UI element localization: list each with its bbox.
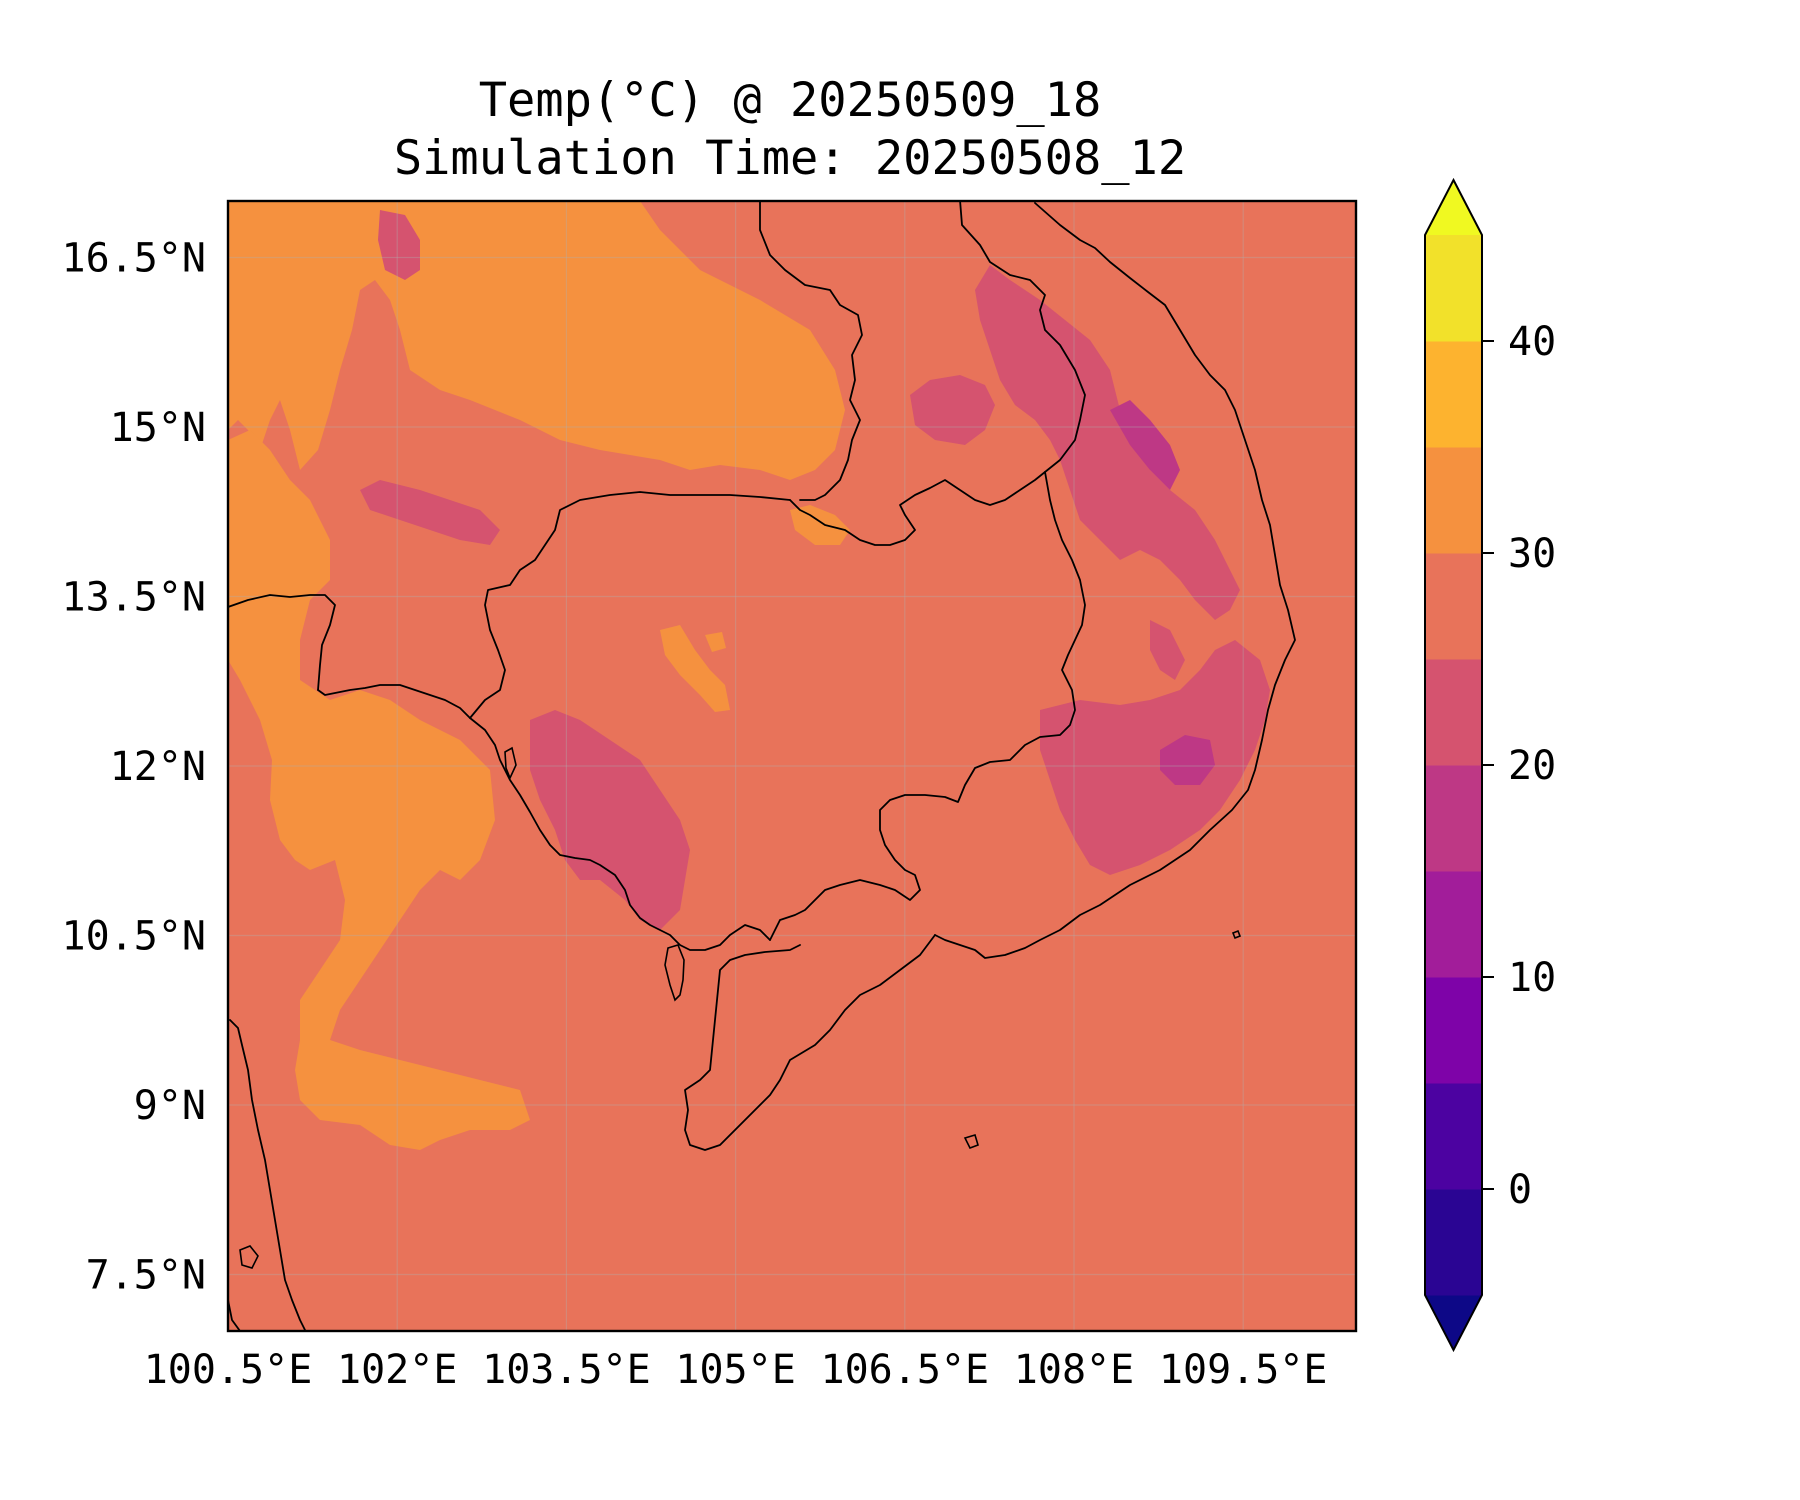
x-tick-label: 105°E — [675, 1347, 795, 1393]
cool-region-northwest-peak — [378, 210, 420, 280]
colorbar-segment — [1425, 659, 1482, 766]
border-myanmar-thailand — [228, 594, 336, 691]
border-laos-vietnam — [959, 201, 1086, 473]
warm-region-north — [228, 201, 845, 480]
colorbar-segment — [1425, 871, 1482, 978]
border-laos-cambodia — [789, 471, 1046, 546]
colorbar: 0 10 20 30 40 — [1424, 177, 1556, 1353]
cool-region-vietnam-highlands-north — [975, 265, 1240, 620]
border-thailand-laos — [759, 201, 863, 501]
island-con-son — [963, 1134, 979, 1150]
colorbar-tick-label: 40 — [1508, 319, 1556, 365]
colorbar-segment — [1425, 765, 1482, 872]
y-tick-label: 13.5°N — [62, 575, 207, 621]
cold-pocket-vietnam-north — [1110, 400, 1180, 490]
temperature-fill-layer — [228, 201, 1270, 1150]
island-spratly — [1231, 929, 1242, 940]
island-koh-kong — [504, 746, 517, 781]
border-layer — [228, 201, 1086, 941]
coastline-peninsula-west — [228, 1299, 241, 1331]
colorbar-extend-high — [1425, 180, 1482, 235]
border-thailand-cambodia — [469, 491, 791, 719]
cool-region-laos-east — [910, 375, 995, 445]
colorbar-extend-low — [1425, 1295, 1482, 1350]
coastline-vietnam — [934, 202, 1296, 959]
colorbar-segment — [1425, 977, 1482, 1084]
gridlines — [228, 201, 1356, 1331]
island-phu-quoc — [664, 944, 685, 1002]
warm-patch-small-1 — [705, 632, 726, 652]
y-tick-label: 12°N — [110, 744, 206, 790]
y-tick-label: 10.5°N — [62, 914, 207, 960]
y-tick-label: 15°N — [110, 405, 206, 451]
island-samui — [239, 1245, 259, 1269]
x-tick-label: 103.5°E — [482, 1347, 651, 1393]
coastline-peninsula — [229, 1019, 306, 1331]
colorbar-segment — [1425, 553, 1482, 660]
y-tick-label: 9°N — [134, 1083, 206, 1129]
x-tick-label: 100.5°E — [144, 1347, 313, 1393]
cool-region-vietnam-central-highlands — [1040, 640, 1270, 875]
cold-pocket-vietnam-south — [1160, 735, 1215, 785]
figure-title-line-2: Simulation Time: 20250508_12 — [394, 131, 1186, 186]
colorbar-tick-label: 30 — [1508, 531, 1556, 577]
x-tick-label: 109.5°E — [1159, 1347, 1328, 1393]
x-axis-tick-labels: 100.5°E 102°E 103.5°E 105°E 106.5°E 108°E 109.… — [144, 1347, 1328, 1393]
warm-patch-south-laos — [790, 505, 850, 545]
coastline-mekong-delta — [684, 934, 936, 1151]
x-tick-label: 106.5°E — [821, 1347, 990, 1393]
colorbar-outline — [1424, 177, 1483, 1353]
x-tick-label: 102°E — [337, 1347, 457, 1393]
colorbar-segment — [1425, 341, 1482, 448]
y-tick-label: 16.5°N — [62, 236, 207, 282]
colorbar-segment — [1425, 1083, 1482, 1190]
figure-title-line-1: Temp(°C) @ 20250509_18 — [479, 73, 1102, 128]
border-cambodia-vietnam — [769, 471, 1086, 941]
coastline-cambodia — [469, 717, 771, 951]
coastline-layer — [228, 202, 1296, 1331]
colorbar-segment — [1425, 447, 1482, 554]
colorbar-tick-label: 10 — [1508, 955, 1556, 1001]
cool-region-west-thailand — [360, 480, 500, 545]
warm-region-west-band — [228, 430, 530, 1150]
cool-region-cardamom — [530, 710, 690, 930]
cool-region-vietnam-strip — [1150, 620, 1185, 680]
colorbar-tick-label: 20 — [1508, 743, 1556, 789]
map-panel — [226, 199, 1358, 1333]
x-tick-label: 108°E — [1014, 1347, 1134, 1393]
warm-patch-tonle-sap — [660, 625, 730, 712]
colorbar-tick-label: 0 — [1508, 1167, 1532, 1213]
colorbar-segment — [1425, 235, 1482, 342]
coastline-thailand-gulf — [317, 684, 471, 719]
y-axis-tick-labels: 16.5°N 15°N 13.5°N 12°N 10.5°N 9°N 7.5°N — [62, 236, 207, 1299]
map-frame — [226, 199, 1358, 1333]
y-tick-label: 7.5°N — [86, 1253, 206, 1299]
colorbar-segment — [1425, 1189, 1482, 1296]
